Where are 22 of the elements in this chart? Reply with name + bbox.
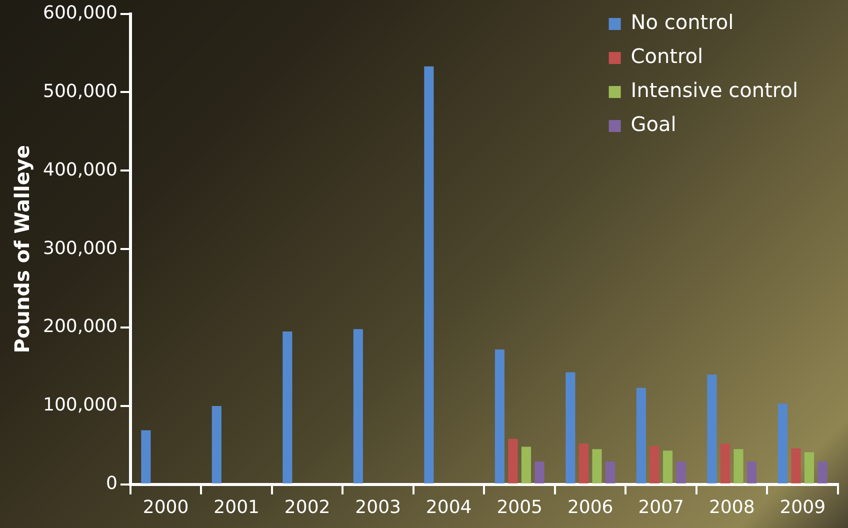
- x-tick-label: 2007: [638, 496, 684, 518]
- y-tick-label: 0: [106, 473, 118, 494]
- legend-label: No control: [630, 10, 734, 34]
- y-tick-label: 500,000: [42, 80, 118, 102]
- legend-label: Goal: [630, 112, 676, 136]
- x-tick-label: 2001: [214, 496, 260, 518]
- x-tick-label: 2005: [496, 496, 542, 518]
- y-tick-label: 200,000: [42, 316, 118, 338]
- x-tick-label: 2004: [426, 496, 472, 518]
- x-tick-label: 2008: [708, 496, 755, 518]
- legend-label: Intensive control: [630, 78, 798, 102]
- y-axis-title: Pounds of Walleye: [10, 145, 34, 354]
- x-tick-label: 2006: [567, 496, 614, 518]
- x-tick-label: 2003: [355, 496, 401, 518]
- legend-label: Control: [630, 44, 704, 68]
- y-tick-label: 600,000: [42, 2, 118, 24]
- x-tick-label: 2000: [142, 496, 189, 518]
- y-tick-label: 400,000: [42, 159, 118, 180]
- x-tick-label: 2009: [780, 496, 826, 518]
- y-tick-label: 100,000: [42, 394, 118, 416]
- x-tick-label: 2002: [284, 496, 330, 518]
- y-tick-label: 300,000: [42, 238, 118, 259]
